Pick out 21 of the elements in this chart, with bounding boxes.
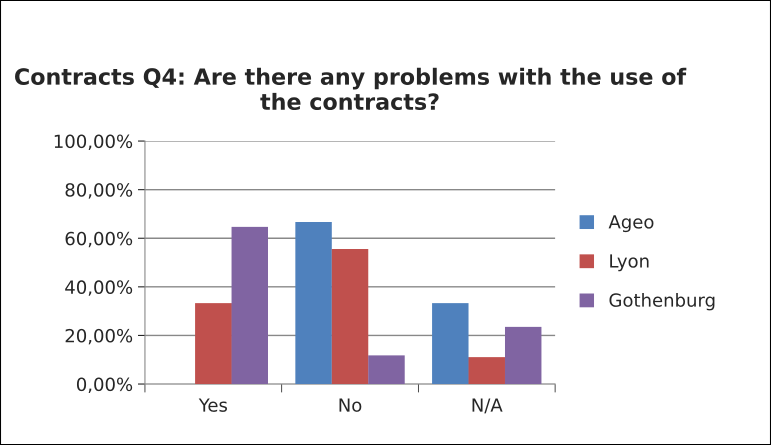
bar [232,226,268,384]
x-tick-label: Yes [198,398,228,412]
bar [295,222,332,384]
legend-label: Gothenburg [609,292,714,310]
bar [432,303,469,384]
y-tick-label: 80,00% [66,183,132,199]
bar [195,303,232,384]
y-tick-label: 100,00% [54,134,132,150]
bar [368,355,405,384]
y-tick-label: 60,00% [66,232,132,248]
x-tick-label: N/A [472,398,503,414]
bar [332,248,368,384]
x-tick-label: No [340,398,362,412]
y-tick-label: 40,00% [65,280,132,296]
bar [504,326,542,384]
legend-label: Ageo [608,215,654,232]
bar [468,357,505,384]
y-tick-label: 0,00% [76,377,132,393]
chart-title: Contracts Q4: Are there any problems with the use of the contracts? [15,68,686,110]
y-tick-label: 20,00% [66,328,132,344]
legend-label: Lyon [610,254,649,272]
